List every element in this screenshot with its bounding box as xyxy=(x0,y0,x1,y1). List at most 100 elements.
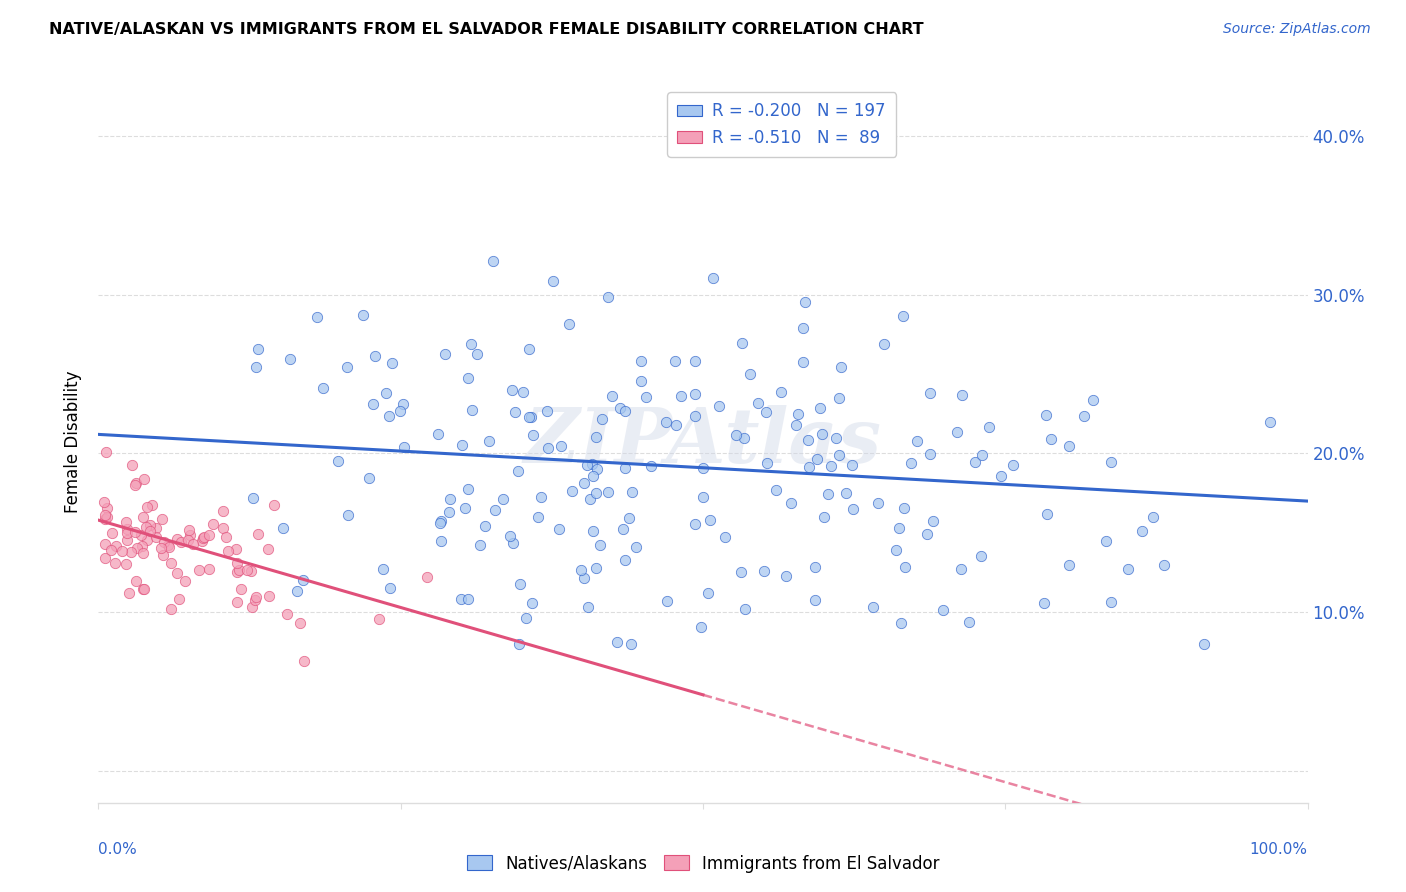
Point xyxy=(579,491,602,506)
Point xyxy=(212,521,235,535)
Point xyxy=(94,537,117,551)
Point xyxy=(93,494,115,508)
Point xyxy=(474,519,496,533)
Point xyxy=(121,458,143,473)
Point xyxy=(957,615,980,629)
Point xyxy=(278,351,301,366)
Point xyxy=(640,458,662,473)
Point xyxy=(591,411,613,425)
Point xyxy=(312,381,335,395)
Point xyxy=(363,397,385,411)
Point xyxy=(612,522,634,536)
Point xyxy=(94,551,117,566)
Point xyxy=(359,471,381,485)
Point xyxy=(621,484,644,499)
Point xyxy=(585,429,607,443)
Point xyxy=(893,500,915,515)
Point xyxy=(561,484,583,499)
Point xyxy=(707,399,730,413)
Point xyxy=(589,538,612,552)
Point xyxy=(689,620,711,634)
Point xyxy=(364,350,387,364)
Point xyxy=(429,514,451,528)
Point xyxy=(669,389,692,403)
Point xyxy=(451,437,474,451)
Point xyxy=(450,592,472,607)
Point xyxy=(596,290,619,304)
Point xyxy=(655,415,678,429)
Point xyxy=(502,536,524,550)
Point xyxy=(225,541,247,556)
Point xyxy=(884,543,907,558)
Point xyxy=(239,564,262,578)
Point xyxy=(292,654,315,668)
Point xyxy=(104,557,127,571)
Point xyxy=(460,337,482,351)
Point xyxy=(918,385,941,400)
Point xyxy=(1099,595,1122,609)
Point xyxy=(141,498,163,512)
Point xyxy=(96,510,118,524)
Point xyxy=(664,353,686,368)
Point xyxy=(226,595,249,609)
Point xyxy=(569,563,592,577)
Point xyxy=(806,452,828,467)
Point xyxy=(429,516,451,530)
Point xyxy=(100,525,122,540)
Point xyxy=(808,401,831,416)
Point xyxy=(503,404,526,418)
Point xyxy=(129,528,152,542)
Point xyxy=(620,637,643,651)
Point xyxy=(733,431,755,445)
Point xyxy=(263,498,285,512)
Point xyxy=(124,524,146,539)
Point xyxy=(972,448,994,462)
Point xyxy=(508,637,530,651)
Point xyxy=(699,512,721,526)
Point xyxy=(426,426,449,441)
Point xyxy=(135,520,157,534)
Point xyxy=(457,370,479,384)
Point xyxy=(730,566,752,580)
Y-axis label: Female Disability: Female Disability xyxy=(65,370,83,513)
Point xyxy=(797,433,820,447)
Point xyxy=(245,360,267,375)
Point xyxy=(157,540,180,554)
Point xyxy=(257,589,280,603)
Point xyxy=(548,522,571,536)
Point xyxy=(696,586,718,600)
Point xyxy=(457,483,479,497)
Point xyxy=(683,387,706,401)
Point xyxy=(225,556,247,570)
Point xyxy=(468,538,491,552)
Point xyxy=(336,359,359,374)
Point xyxy=(558,318,581,332)
Point xyxy=(467,347,489,361)
Point xyxy=(198,562,221,576)
Point xyxy=(512,385,534,400)
Point xyxy=(247,342,270,356)
Point xyxy=(240,599,263,614)
Point xyxy=(922,515,945,529)
Point xyxy=(307,310,329,324)
Point xyxy=(508,464,530,478)
Point xyxy=(536,404,558,418)
Point xyxy=(217,543,239,558)
Point xyxy=(946,425,969,439)
Point xyxy=(105,539,128,553)
Point xyxy=(965,455,987,469)
Point xyxy=(381,356,404,370)
Point xyxy=(96,501,118,516)
Point xyxy=(724,428,747,442)
Point xyxy=(439,505,461,519)
Point xyxy=(193,530,215,544)
Point xyxy=(245,593,267,607)
Point xyxy=(389,404,412,418)
Point xyxy=(201,516,224,531)
Point xyxy=(152,548,174,562)
Point xyxy=(212,504,235,518)
Point xyxy=(918,447,941,461)
Point xyxy=(585,486,607,500)
Point xyxy=(894,560,917,574)
Point xyxy=(461,403,484,417)
